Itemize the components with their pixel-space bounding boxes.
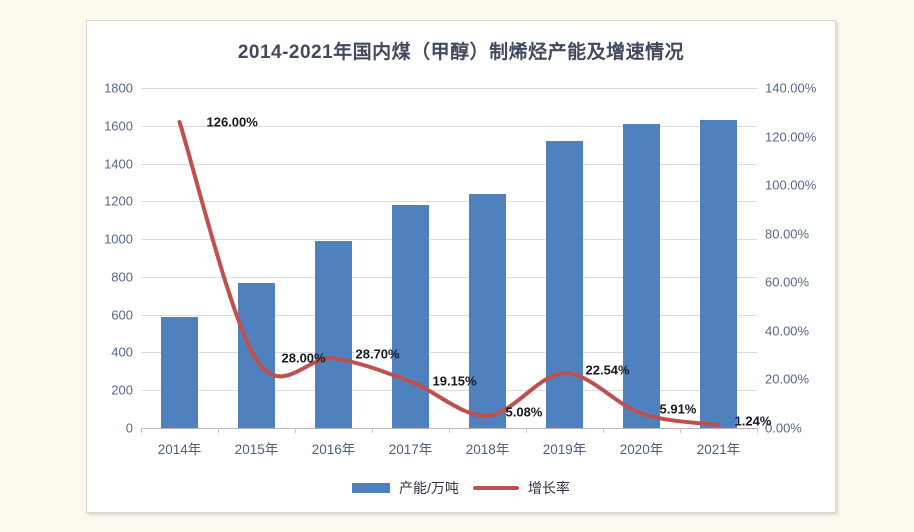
x-axis-tickmark — [526, 428, 527, 433]
gridline — [141, 163, 757, 165]
left-axis-tick-label: 1400 — [104, 156, 133, 172]
x-axis-tickmark — [141, 428, 142, 433]
chart-title: 2014-2021年国内煤（甲醇）制烯烃产能及增速情况 — [237, 42, 685, 63]
right-axis-tick-label: 20.00% — [765, 371, 810, 387]
x-axis-label-2014年: 2014年 — [157, 442, 202, 457]
growth-rate-data-label: 19.15% — [432, 373, 477, 389]
gridline — [141, 88, 757, 89]
growth-rate-line-layer — [177, 120, 721, 427]
x-axis-tickmark — [372, 428, 373, 433]
bar-2016年[interactable] — [315, 241, 352, 428]
gridline — [141, 201, 757, 203]
left-axis-tick-label: 1200 — [104, 193, 133, 209]
x-axis-label-2017年: 2017年 — [388, 442, 433, 457]
legend-item-growth-rate[interactable]: 增长率 — [527, 480, 570, 496]
x-axis-label-2018年: 2018年 — [465, 442, 510, 457]
gridline — [141, 314, 757, 316]
growth-rate-data-label: 28.00% — [281, 350, 326, 366]
legend-item-capacity[interactable]: 产能/万吨 — [399, 480, 459, 496]
x-axis-label-2021年: 2021年 — [696, 442, 741, 457]
right-axis-tick-label: 80.00% — [765, 226, 810, 242]
gridline — [141, 390, 757, 392]
growth-rate-data-label: 1.24% — [734, 413, 772, 429]
gridline — [141, 239, 757, 241]
bar-2019年[interactable] — [546, 140, 583, 428]
gridline — [141, 352, 757, 354]
left-axis-tick-label: 400 — [111, 344, 133, 360]
x-axis-tickmark — [680, 428, 681, 433]
x-axis-tickmark — [449, 428, 450, 433]
bar-2015年[interactable] — [238, 282, 275, 428]
growth-rate-data-label: 5.91% — [659, 401, 697, 417]
plot-area: 126.00% 28.00% 28.70% 19.15% 5.08% 22.54% 5.91… — [141, 88, 771, 428]
right-axis-tick-label: 140.00% — [765, 80, 817, 96]
bar-2018年[interactable] — [469, 193, 506, 428]
bar-2020年[interactable] — [623, 123, 660, 428]
growth-rate-data-label: 126.00% — [206, 114, 258, 130]
x-axis-label-2019年: 2019年 — [542, 442, 587, 457]
growth-rate-line[interactable] — [177, 120, 721, 427]
left-axis-tick-label: 800 — [111, 269, 133, 285]
left-axis-tick-label: 1000 — [104, 231, 133, 247]
growth-rate-data-label: 22.54% — [585, 362, 630, 378]
bar-2017年[interactable] — [392, 205, 429, 428]
gridline — [141, 276, 757, 278]
x-axis-tickmark — [295, 428, 296, 433]
x-axis-tickmark — [603, 428, 604, 433]
x-axis-tickmark — [757, 428, 758, 433]
left-axis-tick-label: 600 — [111, 307, 133, 323]
x-axis-tickmark — [218, 428, 219, 433]
x-axis-label-2020年: 2020年 — [619, 442, 664, 457]
right-axis-tick-label: 40.00% — [765, 323, 810, 339]
x-axis-label-2015年: 2015年 — [234, 442, 279, 457]
left-axis-tick-label: 200 — [111, 382, 133, 398]
growth-rate-data-label: 28.70% — [355, 346, 400, 362]
right-axis-tick-label: 100.00% — [765, 177, 817, 193]
bar-2014年[interactable] — [161, 316, 198, 428]
gridline — [141, 125, 757, 127]
chart-panel: 2014-2021年国内煤（甲醇）制烯烃产能及增速情况 126.00% 28.00… — [86, 20, 836, 513]
growth-rate-data-label: 5.08% — [505, 404, 543, 420]
left-axis-tick-label: 0 — [125, 420, 133, 436]
left-axis-tick-label: 1800 — [104, 80, 133, 96]
right-axis-tick-label: 60.00% — [765, 274, 810, 290]
legend-capacity-swatch-icon — [352, 483, 391, 493]
bar-2021年[interactable] — [700, 120, 737, 428]
left-axis-tick-label: 1600 — [104, 118, 133, 134]
right-axis-tick-label: 0.00% — [765, 420, 802, 436]
x-axis-label-2016年: 2016年 — [311, 442, 356, 457]
legend: 产能/万吨 增长率 — [87, 478, 835, 498]
right-axis-tick-label: 120.00% — [765, 129, 817, 145]
legend-growth-line-icon — [472, 486, 519, 490]
